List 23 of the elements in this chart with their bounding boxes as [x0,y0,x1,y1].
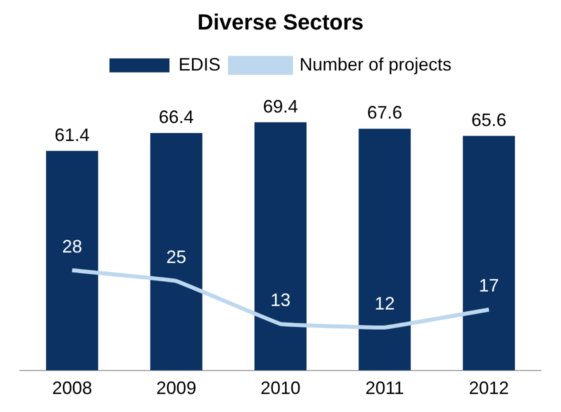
data-label: 12 [374,293,395,314]
bar [254,122,307,370]
x-tick-label: 2008 [52,378,92,398]
data-label: 67.6 [367,102,402,123]
x-tick-label: 2010 [260,378,301,398]
legend-label: EDIS [178,54,220,74]
data-label: 13 [270,290,291,310]
chart-title: Diverse Sectors [197,9,364,34]
data-label: 66.4 [158,106,194,127]
bar [358,128,411,370]
data-label: 28 [62,236,82,256]
data-label: 69.4 [262,96,298,116]
x-tick-label: 2011 [365,378,404,398]
data-label: 61.4 [54,124,90,145]
x-tick-label: 2012 [468,378,509,398]
data-label: 65.6 [471,110,506,130]
bar [462,136,515,370]
bar [150,133,202,370]
data-label: 25 [166,246,186,267]
data-label: 17 [478,276,499,296]
bar [46,150,98,370]
x-tick-label: 2009 [156,378,196,398]
legend-label: Number of projects [299,54,452,74]
